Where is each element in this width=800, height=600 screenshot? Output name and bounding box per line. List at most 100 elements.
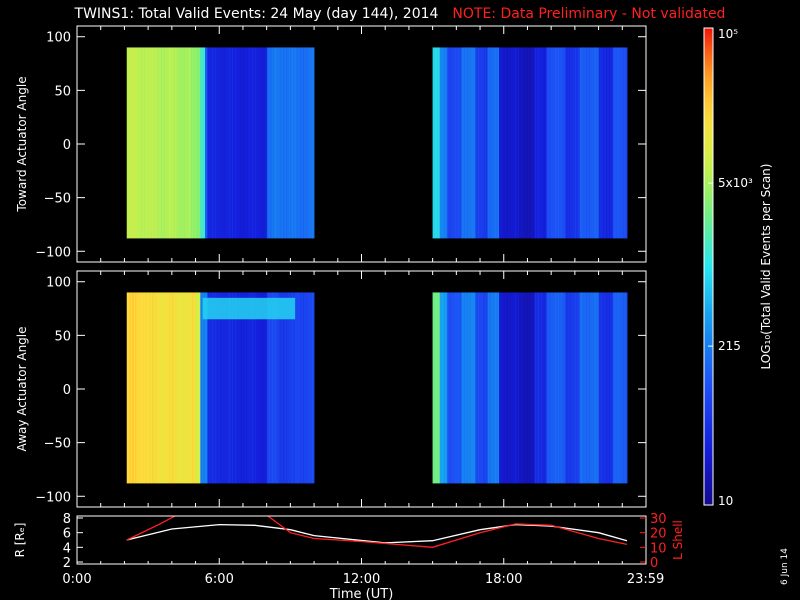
heatmap-streak — [472, 47, 474, 239]
heatmap-streak — [586, 292, 588, 484]
y-tick-label: −100 — [35, 490, 71, 505]
heatmap-streak — [623, 47, 625, 239]
heatmap-streak — [498, 47, 500, 239]
heatmap-column — [461, 292, 476, 484]
heatmap-streak — [180, 292, 182, 484]
y-tick-label: 100 — [46, 276, 71, 291]
heatmap-column — [231, 292, 256, 484]
heatmap-streak — [463, 292, 465, 484]
heatmap-streak — [455, 292, 457, 484]
heatmap-streak — [232, 47, 234, 239]
heatmap-streak — [291, 47, 293, 239]
heatmap-streak — [288, 292, 290, 484]
heatmap-streak — [197, 292, 199, 484]
heatmap-streak — [535, 292, 537, 484]
left-y-tick-label: 4 — [63, 541, 71, 556]
heatmap-streak — [249, 47, 251, 239]
heatmap-streak — [614, 292, 616, 484]
heatmap-streak — [586, 47, 588, 239]
heatmap-streak — [526, 47, 528, 239]
heatmap-streak — [260, 292, 262, 484]
heatmap-streak — [512, 47, 514, 239]
heatmap-streak — [520, 292, 522, 484]
heatmap-streak — [517, 47, 519, 239]
heatmap-streak — [192, 47, 194, 239]
heatmap-streak — [492, 292, 494, 484]
heatmap-column — [517, 47, 535, 239]
heatmap-streak — [580, 292, 582, 484]
heatmap-streak — [288, 47, 290, 239]
heatmap-streak — [286, 47, 288, 239]
heatmap-streak — [146, 47, 148, 239]
heatmap-streak — [620, 47, 622, 239]
heatmap-column — [126, 47, 149, 239]
heatmap-streak — [458, 47, 460, 239]
heatmap-streak — [303, 292, 305, 484]
heatmap-streak — [589, 292, 591, 484]
heatmap-streak — [269, 292, 271, 484]
colorbar-tick-label: 10⁵ — [718, 27, 738, 41]
left-axis-label: R [Rₑ] — [13, 523, 27, 558]
heatmap-streak — [606, 292, 608, 484]
heatmap-streak — [609, 47, 611, 239]
heatmap-streak — [609, 292, 611, 484]
heatmap-streak — [160, 47, 162, 239]
heatmap-streak — [458, 292, 460, 484]
heatmap-streak — [469, 292, 471, 484]
heatmap-streak — [583, 292, 585, 484]
heatmap-streak — [175, 47, 177, 239]
heatmap-column — [207, 47, 232, 239]
heatmap-streak — [280, 47, 282, 239]
heatmap-streak — [600, 47, 602, 239]
heatmap-streak — [623, 292, 625, 484]
heatmap-streak — [469, 47, 471, 239]
title-text: TWINS1: Total Valid Events: 24 May (day … — [74, 6, 439, 22]
heatmap-streak — [549, 47, 551, 239]
heatmap-streak — [297, 292, 299, 484]
heatmap-streak — [515, 47, 517, 239]
heatmap-streak — [620, 292, 622, 484]
heatmap-streak — [526, 292, 528, 484]
heatmap-streak — [229, 292, 231, 484]
heatmap-column — [439, 292, 448, 484]
heatmap-streak — [498, 292, 500, 484]
right-y-tick-label: 30 — [650, 512, 667, 527]
heatmap-streak — [149, 292, 151, 484]
heatmap-streak — [523, 292, 525, 484]
heatmap-streak — [263, 47, 265, 239]
y-axis-label: Toward Actuator Angle — [15, 76, 29, 212]
heatmap-streak — [483, 47, 485, 239]
heatmap-streak — [461, 47, 463, 239]
heatmap-streak — [186, 47, 188, 239]
heatmap-streak — [300, 47, 302, 239]
heatmap-streak — [435, 47, 437, 239]
heatmap-streak — [283, 47, 285, 239]
heatmap-streak — [226, 292, 228, 484]
heatmap-streak — [197, 47, 199, 239]
heatmap-streak — [549, 292, 551, 484]
heatmap-streak — [138, 47, 140, 239]
heatmap-streak — [163, 292, 165, 484]
heatmap-streak — [129, 292, 131, 484]
heatmap-column — [439, 47, 448, 239]
heatmap-streak — [509, 292, 511, 484]
heatmap-streak — [591, 47, 593, 239]
heatmap-streak — [277, 47, 279, 239]
x-tick-label: 23:59 — [627, 572, 664, 587]
heatmap-streak — [229, 47, 231, 239]
heatmap-streak — [452, 47, 454, 239]
heatmap-streak — [512, 292, 514, 484]
heatmap-streak — [537, 47, 539, 239]
heatmap-streak — [206, 47, 208, 239]
y-tick-label: −50 — [44, 437, 71, 452]
heatmap-streak — [489, 292, 491, 484]
heatmap-streak — [158, 292, 160, 484]
heatmap-streak — [177, 47, 179, 239]
heatmap-streak — [311, 47, 313, 239]
heatmap-streak — [283, 292, 285, 484]
heatmap-streak — [143, 292, 145, 484]
heatmap-streak — [234, 292, 236, 484]
heatmap-streak — [129, 47, 131, 239]
heatmap-streak — [455, 47, 457, 239]
heatmap-streak — [300, 292, 302, 484]
